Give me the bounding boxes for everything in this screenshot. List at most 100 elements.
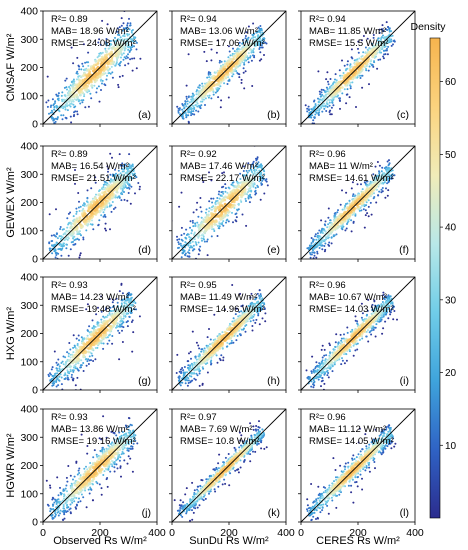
data-point — [67, 212, 70, 215]
data-point — [246, 179, 250, 183]
data-point — [247, 194, 250, 197]
data-point — [97, 306, 99, 309]
data-point — [252, 54, 254, 57]
data-point — [230, 339, 233, 342]
data-point — [134, 174, 137, 177]
data-point — [67, 254, 70, 257]
data-point — [261, 317, 264, 320]
data-point — [112, 39, 115, 42]
data-point — [61, 143, 63, 145]
one-to-one-line — [42, 276, 158, 391]
data-point — [211, 228, 214, 231]
data-point — [214, 91, 217, 94]
data-point — [228, 60, 231, 64]
data-point — [97, 223, 100, 226]
data-point — [197, 241, 200, 244]
data-point — [195, 368, 198, 371]
data-point — [208, 76, 211, 79]
data-point — [310, 110, 313, 113]
data-point — [241, 42, 244, 45]
data-point — [246, 41, 249, 44]
data-point — [115, 326, 117, 329]
data-point — [386, 178, 389, 180]
data-point — [334, 212, 337, 215]
data-point — [55, 380, 58, 383]
data-point — [201, 100, 204, 103]
data-point — [365, 69, 368, 72]
data-point — [372, 173, 375, 176]
data-point — [388, 29, 391, 31]
data-point — [94, 347, 97, 349]
data-point — [188, 369, 191, 372]
data-point — [83, 338, 85, 341]
data-point — [351, 181, 354, 184]
data-point — [210, 97, 213, 100]
data-point — [95, 78, 98, 82]
data-point — [319, 231, 322, 234]
data-point — [258, 309, 261, 312]
data-point — [127, 192, 130, 194]
data-point — [61, 100, 64, 103]
rmse-stat: RMSE= 14.61 W/m² — [309, 173, 394, 184]
data-point — [72, 377, 75, 380]
data-point — [111, 335, 114, 337]
data-point — [86, 209, 90, 213]
data-point — [106, 74, 108, 77]
data-point — [211, 219, 215, 223]
data-point — [206, 254, 209, 257]
data-point — [244, 330, 247, 333]
data-point — [384, 196, 387, 199]
data-point — [105, 78, 108, 81]
data-point — [138, 188, 141, 191]
data-point — [249, 320, 252, 323]
data-point — [322, 102, 325, 105]
data-point — [372, 34, 375, 36]
data-point — [250, 303, 253, 306]
y-tick-label: 0 — [32, 119, 38, 131]
data-point — [366, 212, 369, 215]
data-point — [75, 212, 78, 215]
data-point — [66, 376, 69, 379]
data-point — [79, 230, 81, 233]
data-point — [243, 87, 246, 90]
data-point — [130, 31, 133, 34]
data-point — [180, 256, 183, 259]
data-point — [352, 193, 355, 196]
data-point — [49, 247, 51, 250]
data-point — [87, 363, 90, 365]
data-point — [192, 94, 195, 97]
data-point — [88, 214, 92, 218]
data-point — [192, 248, 195, 251]
data-point — [76, 78, 78, 81]
data-point — [106, 314, 109, 317]
data-point — [224, 183, 227, 186]
data-point — [392, 40, 395, 42]
data-point — [194, 104, 197, 107]
data-point — [48, 112, 50, 115]
data-point — [380, 51, 382, 54]
data-point — [375, 201, 378, 204]
data-point — [255, 159, 258, 162]
data-point — [186, 100, 189, 103]
data-point — [56, 237, 59, 240]
data-point — [247, 196, 250, 199]
data-point — [377, 58, 380, 61]
data-point — [258, 44, 260, 47]
data-point — [87, 51, 90, 54]
data-point — [193, 377, 196, 380]
data-point — [94, 325, 97, 328]
data-point — [76, 237, 79, 240]
data-point — [94, 59, 98, 63]
data-point — [117, 177, 120, 180]
data-point — [367, 205, 370, 208]
data-point — [326, 71, 329, 74]
data-point — [127, 62, 130, 65]
data-point — [383, 181, 386, 184]
data-point — [93, 84, 96, 87]
data-point — [332, 234, 335, 237]
data-point — [312, 257, 315, 259]
data-point — [220, 204, 224, 208]
data-point — [227, 56, 230, 59]
data-point — [209, 71, 212, 74]
